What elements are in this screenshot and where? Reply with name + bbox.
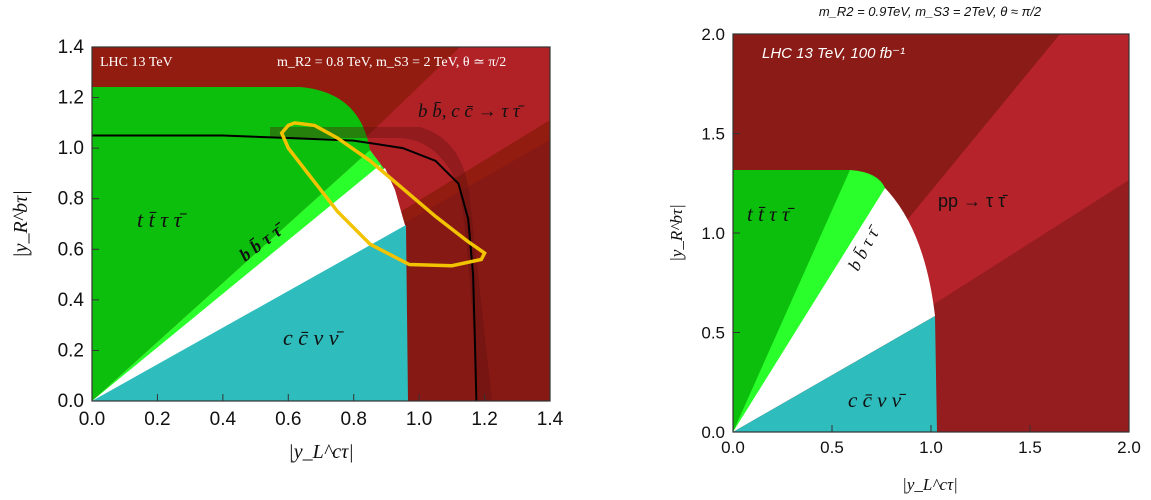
right-ticks: 0.0 0.5 1.0 1.5 2.0 0.0 0.5 1.0 1.5 2.0 (701, 25, 1140, 457)
left-y-tick-label: 1.2 (58, 88, 84, 109)
right-x-tick-label: 1.5 (1018, 438, 1042, 457)
right-tt-label: t t̄ τ τ̄ (747, 202, 795, 226)
right-x-tick-label: 1.0 (919, 438, 943, 457)
left-x-tick-label: 0.2 (144, 409, 170, 430)
left-params-label: m_R2 = 0.8 TeV, m_S3 = 2 TeV, θ ≃ π/2 (277, 55, 506, 70)
left-y-tick-label: 0.0 (58, 391, 84, 412)
left-x-tick-label: 0.8 (341, 409, 367, 430)
left-x-tick-label: 0.0 (79, 409, 105, 430)
left-x-axis-label: |y_L^cτ| (288, 441, 353, 463)
right-y-axis-label: |y_R^bτ| (667, 204, 686, 262)
left-bb-region (92, 150, 385, 401)
left-y-tick-label: 0.8 (58, 189, 84, 210)
left-y-tick-label: 1.0 (58, 138, 84, 159)
right-x-tick-label: 0.5 (820, 438, 844, 457)
right-experiment-label: LHC 13 TeV, 100 fb⁻¹ (762, 45, 905, 62)
left-black-curve (92, 134, 478, 401)
right-allowed-region (733, 188, 935, 432)
left-cc-region (92, 225, 408, 401)
right-plot-area (733, 34, 1129, 432)
right-x-tick-label: 0.0 (721, 438, 745, 457)
right-ditau-label: pp → τ τ̄ (938, 191, 1008, 211)
left-panel: 0.0 0.2 0.4 0.6 0.8 1.0 1.2 1.4 0.0 0.2 0.4 0.6 0.8 1… (10, 37, 564, 463)
left-ticks: 0.0 0.2 0.4 0.6 0.8 1.0 1.2 1.4 0.0 0.2 0.4 0.6 0.8 1… (58, 37, 564, 430)
left-y-axis-label: |y_R^bτ| (10, 190, 32, 258)
right-cc-label: c c̄ ν ν̄ (848, 388, 907, 412)
left-frame (91, 46, 551, 402)
right-panel: 0.0 0.5 1.0 1.5 2.0 0.0 0.5 1.0 1.5 2.0 m_R2 = 0.… (667, 4, 1141, 494)
left-x-tick-label: 1.4 (537, 409, 564, 430)
left-x-tick-label: 1.2 (471, 409, 497, 430)
left-y-tick-label: 0.6 (58, 239, 84, 260)
right-y-tick-label: 0.0 (701, 423, 725, 442)
right-y-tick-label: 1.5 (701, 125, 725, 144)
left-y-tick-label: 1.4 (58, 37, 85, 58)
right-cc-region (733, 316, 937, 432)
right-x-tick-label: 2.0 (1117, 438, 1141, 457)
right-y-tick-label: 1.0 (701, 224, 725, 243)
right-title: m_R2 = 0.9TeV, m_S3 = 2TeV, θ ≈ π/2 (819, 4, 1042, 19)
right-y-tick-label: 2.0 (701, 25, 725, 44)
left-experiment-label: LHC 13 TeV (100, 55, 173, 70)
left-tt-label: t t̄ τ τ̄ (137, 207, 187, 232)
left-x-tick-label: 1.0 (406, 409, 432, 430)
left-ditau-label: b b̄, c c̄ → τ τ̄ (418, 101, 525, 122)
left-y-tick-label: 0.2 (58, 340, 84, 361)
right-x-axis-label: |y_L^cτ| (902, 475, 958, 494)
left-x-tick-label: 0.4 (210, 409, 237, 430)
right-bb-region (733, 170, 885, 432)
right-y-tick-label: 0.5 (701, 324, 725, 343)
left-plot-area (92, 47, 550, 401)
left-yellow-contour (279, 121, 487, 268)
left-x-tick-label: 0.6 (275, 409, 301, 430)
left-cc-label: c c̄ ν ν̄ (283, 325, 345, 350)
left-y-tick-label: 0.4 (58, 290, 85, 311)
